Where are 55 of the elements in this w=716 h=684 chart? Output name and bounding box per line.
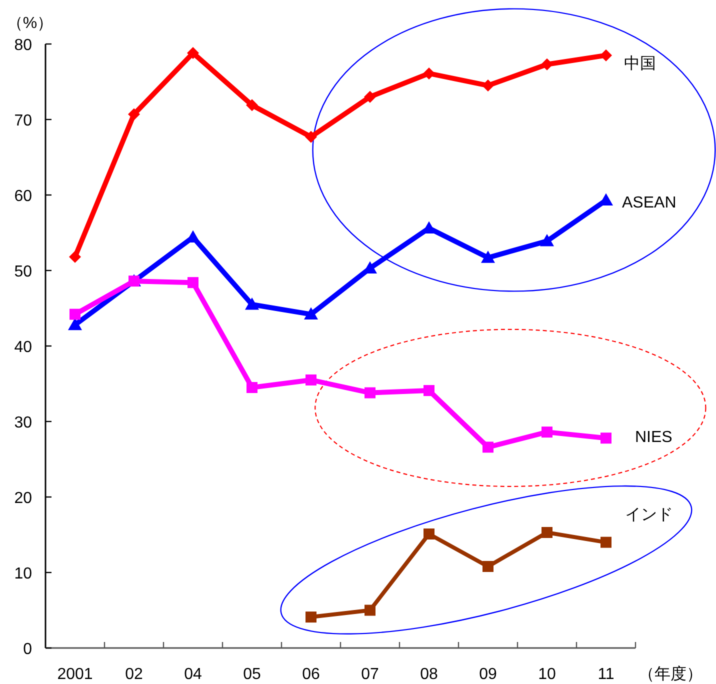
y-tick-label: 50	[14, 264, 32, 280]
point	[542, 526, 552, 538]
y-tick-label: 10	[14, 566, 32, 582]
point	[482, 442, 494, 453]
y-tick-label: 40	[14, 339, 32, 356]
x-tick-label: 2001	[57, 666, 93, 683]
x-tick-label: 07	[361, 666, 379, 683]
point	[306, 374, 316, 386]
point	[306, 612, 316, 623]
point	[246, 382, 258, 394]
series-label: ASEAN	[622, 194, 676, 212]
y-axis-title: （%）	[6, 15, 54, 32]
point	[364, 387, 376, 398]
y-tick-label: 20	[14, 490, 32, 507]
series-label: NIES	[635, 429, 672, 446]
point	[424, 528, 434, 540]
x-tick-label: 04	[184, 666, 202, 683]
series-label: インド	[625, 506, 673, 524]
x-tick-label: 05	[243, 666, 261, 683]
point	[424, 385, 434, 396]
point	[128, 108, 140, 120]
point	[245, 297, 259, 310]
point	[305, 130, 317, 143]
x-tick-label: 06	[302, 666, 320, 683]
point	[188, 277, 198, 288]
x-tick-label: 11	[598, 666, 614, 683]
point	[540, 234, 554, 246]
point	[423, 67, 435, 80]
point	[246, 99, 258, 112]
point	[70, 308, 80, 320]
point	[600, 536, 612, 548]
x-axis-title: （年度）	[638, 665, 702, 683]
y-tick-label: 0	[23, 641, 32, 658]
y-tick-label: 70	[14, 112, 32, 130]
point	[364, 90, 376, 103]
point	[187, 47, 199, 60]
point	[69, 250, 81, 263]
point	[600, 432, 612, 444]
point	[304, 307, 318, 320]
point	[482, 560, 494, 572]
point	[600, 49, 612, 62]
x-tick-label: 02	[125, 666, 143, 683]
point	[68, 318, 82, 330]
y-tick-label: 80	[14, 37, 32, 54]
x-tick-label: 08	[420, 666, 438, 683]
point	[541, 58, 553, 70]
point	[364, 604, 376, 616]
x-tick-label: 10	[538, 666, 556, 683]
point	[542, 426, 552, 438]
point	[481, 250, 495, 263]
series-label: 中国	[624, 54, 656, 72]
y-tick-label: 60	[14, 188, 32, 205]
y-tick-label: 30	[14, 414, 32, 432]
x-tick-label: 09	[479, 666, 497, 683]
point	[482, 80, 494, 92]
